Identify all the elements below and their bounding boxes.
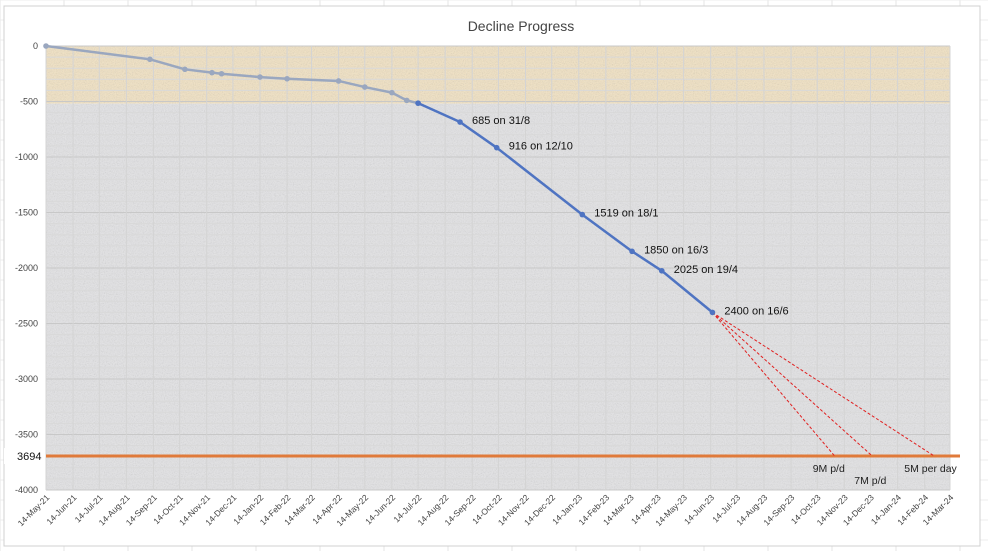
data-label: 2400 on 16/6 [724, 305, 788, 317]
data-point [335, 78, 342, 84]
projection-line [712, 312, 836, 457]
data-point [218, 70, 225, 77]
y-tick-label: -500 [20, 97, 38, 107]
data-point [415, 100, 421, 106]
data-label: 1850 on 16/3 [644, 244, 708, 256]
data-point [257, 74, 263, 80]
target-label-bg [4, 448, 44, 465]
data-point [493, 144, 500, 151]
data-point [389, 89, 395, 96]
series-lines [43, 43, 716, 316]
y-tick-label: -3000 [15, 374, 38, 384]
data-point [209, 69, 215, 76]
data-point [403, 97, 410, 104]
data-point [658, 267, 665, 274]
y-tick-label: -2500 [15, 319, 38, 329]
chart-title: Decline Progress [468, 18, 575, 34]
y-tick-label: -1000 [15, 152, 38, 162]
gridlines [45, 45, 951, 491]
projection-lines: 9M p/d 7M p/d 5M per day [712, 311, 958, 487]
data-point [147, 56, 153, 63]
data-label: 2025 on 19/4 [674, 264, 738, 276]
data-point [629, 248, 635, 255]
projection-label: 7M p/d [854, 475, 886, 487]
y-tick-label: 0 [33, 41, 38, 51]
data-point [284, 75, 290, 82]
data-point [182, 66, 188, 73]
data-point [457, 119, 463, 125]
data-point [362, 84, 368, 90]
y-tick-label: -2000 [15, 263, 38, 273]
target-label: 3694 [17, 451, 41, 463]
target-line-group: 3694 [4, 448, 960, 465]
data-annotations: 685 on 31/8 916 on 12/10 1519 on 18/1 1850 … [472, 115, 789, 317]
y-axis: 0 -500 -1000 -1500 -2000 -2500 -3000 -3500 -4000 [15, 41, 38, 495]
data-label: 685 on 31/8 [472, 115, 530, 127]
data-label: 1519 on 18/1 [594, 208, 658, 220]
y-tick-label: -1500 [15, 208, 38, 218]
data-point [709, 309, 716, 316]
projection-line [712, 311, 935, 457]
data-label: 916 on 12/10 [509, 141, 573, 153]
y-tick-label: -3500 [15, 430, 38, 440]
projection-label: 9M p/d [813, 463, 845, 475]
data-point [43, 43, 49, 49]
data-point [579, 211, 586, 218]
projection-label: 5M per day [904, 463, 957, 475]
projection-line [712, 312, 873, 457]
y-tick-label: -4000 [15, 485, 38, 495]
